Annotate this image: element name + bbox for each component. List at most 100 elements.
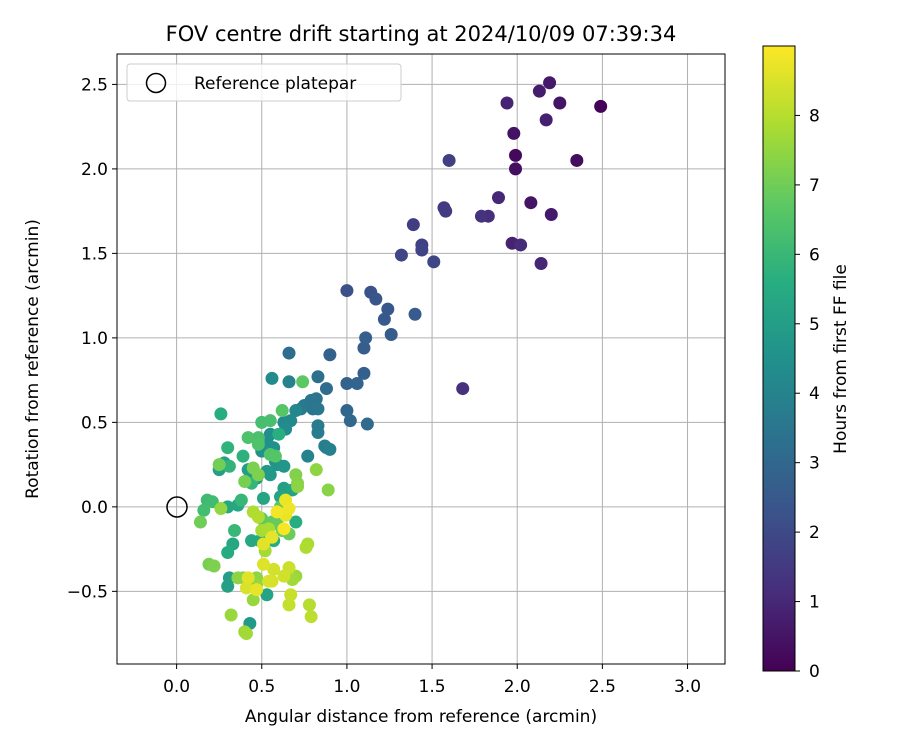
data-point (251, 510, 265, 524)
data-point (277, 522, 291, 536)
reference-platepar-marker (166, 496, 188, 518)
data-point (340, 404, 354, 418)
data-point (319, 382, 333, 396)
colorbar-tick-label: 3 (809, 454, 820, 474)
data-point (543, 76, 557, 90)
y-tick-label: 1.5 (81, 244, 108, 264)
data-point (415, 243, 429, 257)
data-point (241, 571, 255, 585)
data-point (231, 571, 245, 585)
data-point (234, 493, 248, 507)
x-axis-ticks: 0.0 0.5 1.0 1.5 2.0 2.5 3.0 (163, 664, 701, 697)
data-point (377, 312, 391, 326)
data-point (262, 574, 276, 588)
data-point (384, 327, 398, 341)
colorbar (762, 45, 796, 672)
data-point (394, 248, 408, 262)
data-points (193, 76, 608, 641)
data-point (299, 540, 313, 554)
data-point (256, 491, 270, 505)
y-tick-label: 0.0 (81, 498, 108, 518)
data-point (263, 414, 277, 428)
data-point (406, 218, 420, 232)
colorbar-tick-label: 7 (809, 176, 820, 196)
data-point (282, 375, 296, 389)
data-point (224, 608, 238, 622)
y-axis-label: Rotation from reference (arcmin) (23, 219, 43, 499)
data-point (265, 530, 279, 544)
data-point (570, 153, 584, 167)
data-point (221, 579, 235, 593)
data-point (439, 204, 453, 218)
x-tick-label: 0.0 (163, 677, 190, 697)
data-point (214, 502, 228, 516)
data-point (514, 238, 528, 252)
data-point (304, 610, 318, 624)
data-point (340, 284, 354, 298)
chart-title: FOV centre drift starting at 2024/10/09 … (166, 22, 677, 46)
data-point (241, 431, 255, 445)
data-point (309, 463, 323, 477)
plot-frame (116, 53, 726, 665)
data-point (456, 382, 470, 396)
data-point (214, 407, 228, 421)
colorbar-tick-label: 8 (809, 106, 820, 126)
data-point (534, 257, 548, 271)
data-point (222, 459, 236, 473)
data-point (289, 404, 303, 418)
data-point (263, 468, 277, 482)
data-point (544, 208, 558, 222)
data-point (539, 113, 553, 127)
legend-box (126, 63, 402, 102)
data-point (250, 583, 264, 597)
data-point (357, 341, 371, 355)
colorbar-tick-label: 2 (809, 523, 820, 543)
data-point (221, 441, 235, 455)
legend-marker-icon (145, 72, 167, 94)
data-point (275, 404, 289, 418)
data-point (296, 375, 310, 389)
colorbar-label: Hours from first FF file (831, 264, 851, 454)
data-point (474, 209, 488, 223)
data-point (360, 417, 374, 431)
colorbar-ticks: 0 1 2 3 4 5 6 7 8 (795, 106, 820, 682)
data-point (239, 627, 253, 641)
legend: Reference platepar (126, 63, 402, 102)
data-point (350, 377, 364, 391)
data-point (221, 545, 235, 559)
colorbar-tick-label: 0 (809, 662, 820, 682)
colorbar-tick-label: 1 (809, 593, 820, 613)
data-point (239, 581, 253, 595)
data-point (236, 449, 250, 463)
data-point (267, 562, 281, 576)
y-tick-label: 1.0 (81, 329, 108, 349)
data-point (509, 148, 523, 162)
data-point (491, 191, 505, 205)
data-point (500, 96, 514, 110)
data-point (246, 593, 260, 607)
data-point (323, 442, 337, 456)
data-point (343, 414, 357, 428)
x-tick-label: 1.0 (333, 677, 360, 697)
data-point (272, 427, 286, 441)
data-point (228, 524, 242, 538)
data-point (311, 426, 325, 440)
x-tick-label: 1.5 (419, 677, 446, 697)
data-point (260, 588, 274, 602)
x-tick-label: 2.5 (589, 677, 616, 697)
data-point (291, 480, 305, 494)
data-point (265, 371, 279, 385)
colorbar-tick-label: 6 (809, 245, 820, 265)
data-point (212, 458, 226, 472)
data-point (302, 598, 316, 612)
data-point (381, 302, 395, 316)
data-point (507, 126, 521, 140)
y-axis-ticks: −0.5 0.0 0.5 1.0 1.5 2.0 2.5 (67, 75, 117, 602)
data-point (357, 366, 371, 380)
data-point (251, 437, 265, 451)
data-point (256, 557, 270, 571)
data-point (282, 346, 296, 360)
data-point (323, 348, 337, 362)
data-point (553, 96, 567, 110)
